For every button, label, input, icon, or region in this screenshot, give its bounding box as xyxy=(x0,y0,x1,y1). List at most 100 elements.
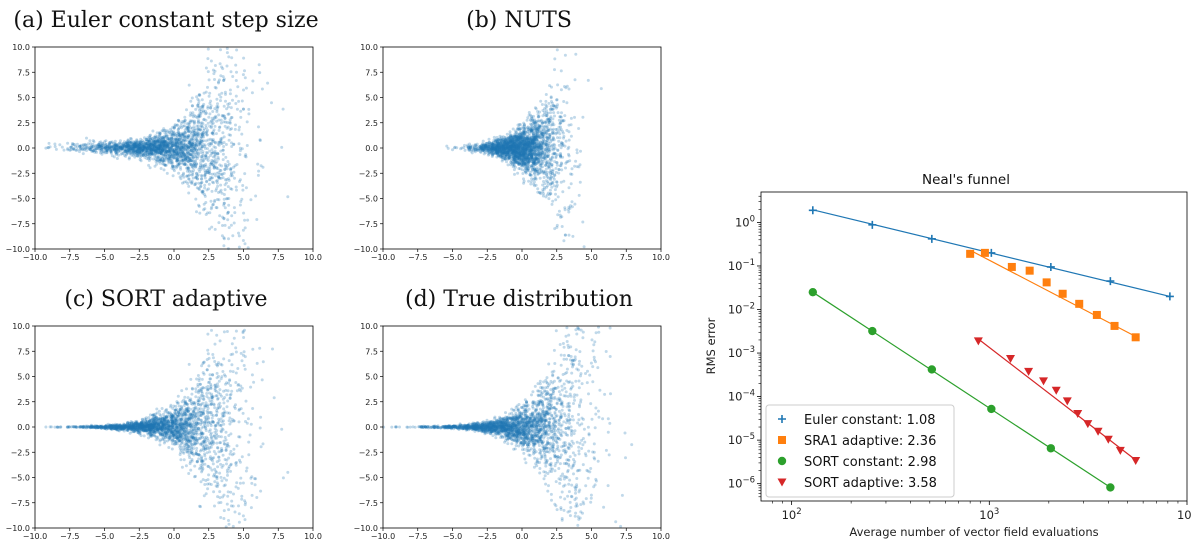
data-point xyxy=(144,145,148,149)
data-point xyxy=(119,145,123,149)
data-point xyxy=(211,110,215,113)
data-point xyxy=(130,140,134,144)
data-point xyxy=(164,134,168,138)
data-point xyxy=(62,148,66,152)
data-point xyxy=(238,178,242,182)
data-point xyxy=(88,139,92,143)
data-point xyxy=(150,137,154,141)
data-point xyxy=(195,124,199,128)
data-point xyxy=(243,154,247,158)
data-point xyxy=(108,146,112,150)
data-point xyxy=(243,172,247,176)
data-point xyxy=(189,162,193,166)
data-point xyxy=(202,118,206,122)
data-point xyxy=(463,148,467,152)
data-point xyxy=(251,79,255,83)
data-point xyxy=(158,161,162,165)
data-point xyxy=(157,149,161,153)
data-point xyxy=(487,152,491,156)
data-point xyxy=(563,114,567,118)
data-point xyxy=(185,169,189,173)
data-point xyxy=(537,125,541,129)
data-point xyxy=(500,144,504,148)
data-point xyxy=(568,206,572,210)
data-point xyxy=(528,159,532,163)
data-point xyxy=(167,152,170,156)
data-point xyxy=(209,120,213,124)
data-point xyxy=(222,104,226,108)
data-point xyxy=(215,119,219,123)
data-point xyxy=(199,184,203,188)
data-point xyxy=(543,152,546,156)
data-point xyxy=(505,132,509,136)
data-point xyxy=(217,221,221,225)
data-point xyxy=(114,148,118,152)
data-point xyxy=(178,175,182,179)
data-point xyxy=(165,143,169,147)
data-point xyxy=(545,129,549,133)
data-point xyxy=(568,159,572,163)
data-point xyxy=(237,128,241,132)
data-point xyxy=(199,177,203,181)
data-point xyxy=(163,146,167,149)
data-point xyxy=(529,122,533,126)
x-tick-label: 2.5 xyxy=(550,253,563,262)
data-point xyxy=(559,69,563,73)
data-point xyxy=(207,78,211,82)
data-point xyxy=(556,111,560,115)
data-point xyxy=(232,142,236,146)
data-point xyxy=(96,146,100,150)
data-point xyxy=(205,130,209,134)
data-point xyxy=(235,188,238,192)
data-point xyxy=(229,167,233,171)
data-point xyxy=(154,155,158,159)
data-point xyxy=(213,154,217,158)
data-point xyxy=(569,116,573,120)
data-point xyxy=(172,150,176,154)
data-point xyxy=(541,121,545,125)
data-point xyxy=(551,152,555,156)
data-point xyxy=(182,180,186,184)
data-point xyxy=(183,139,187,143)
data-point xyxy=(162,162,166,166)
data-point xyxy=(215,198,219,201)
data-point xyxy=(554,198,558,202)
data-point xyxy=(481,146,485,150)
data-point xyxy=(557,171,561,175)
data-point xyxy=(541,134,545,138)
data-point xyxy=(559,164,563,168)
scatter-panel-b: (b) NUTS −10.0 −7.5 −5.0 −2.5 0.0 2.5 5.0 7.5 10… xyxy=(353,8,669,262)
data-point xyxy=(236,85,240,89)
data-point xyxy=(542,170,546,174)
data-point xyxy=(204,155,208,159)
data-point xyxy=(147,152,151,156)
data-point xyxy=(224,143,228,146)
data-point xyxy=(149,141,152,145)
data-point xyxy=(205,171,209,175)
data-point xyxy=(211,155,215,159)
data-point xyxy=(182,143,186,147)
data-point xyxy=(213,107,217,111)
data-point xyxy=(250,91,254,95)
data-point xyxy=(553,68,556,72)
data-point xyxy=(537,145,541,149)
data-point xyxy=(210,148,214,152)
data-point xyxy=(194,147,197,150)
data-point xyxy=(533,184,537,188)
data-point xyxy=(550,138,554,142)
data-point xyxy=(167,161,171,165)
data-point xyxy=(571,234,575,238)
data-point xyxy=(599,87,603,91)
data-point xyxy=(547,153,551,157)
data-point xyxy=(529,182,533,186)
data-point xyxy=(162,153,166,157)
data-point xyxy=(204,154,208,158)
data-point xyxy=(165,141,169,145)
data-point xyxy=(85,149,88,152)
data-point xyxy=(234,94,238,98)
data-point xyxy=(133,144,137,148)
data-point xyxy=(222,237,226,241)
data-point xyxy=(517,132,521,136)
data-point xyxy=(177,171,181,175)
data-point xyxy=(240,197,244,201)
